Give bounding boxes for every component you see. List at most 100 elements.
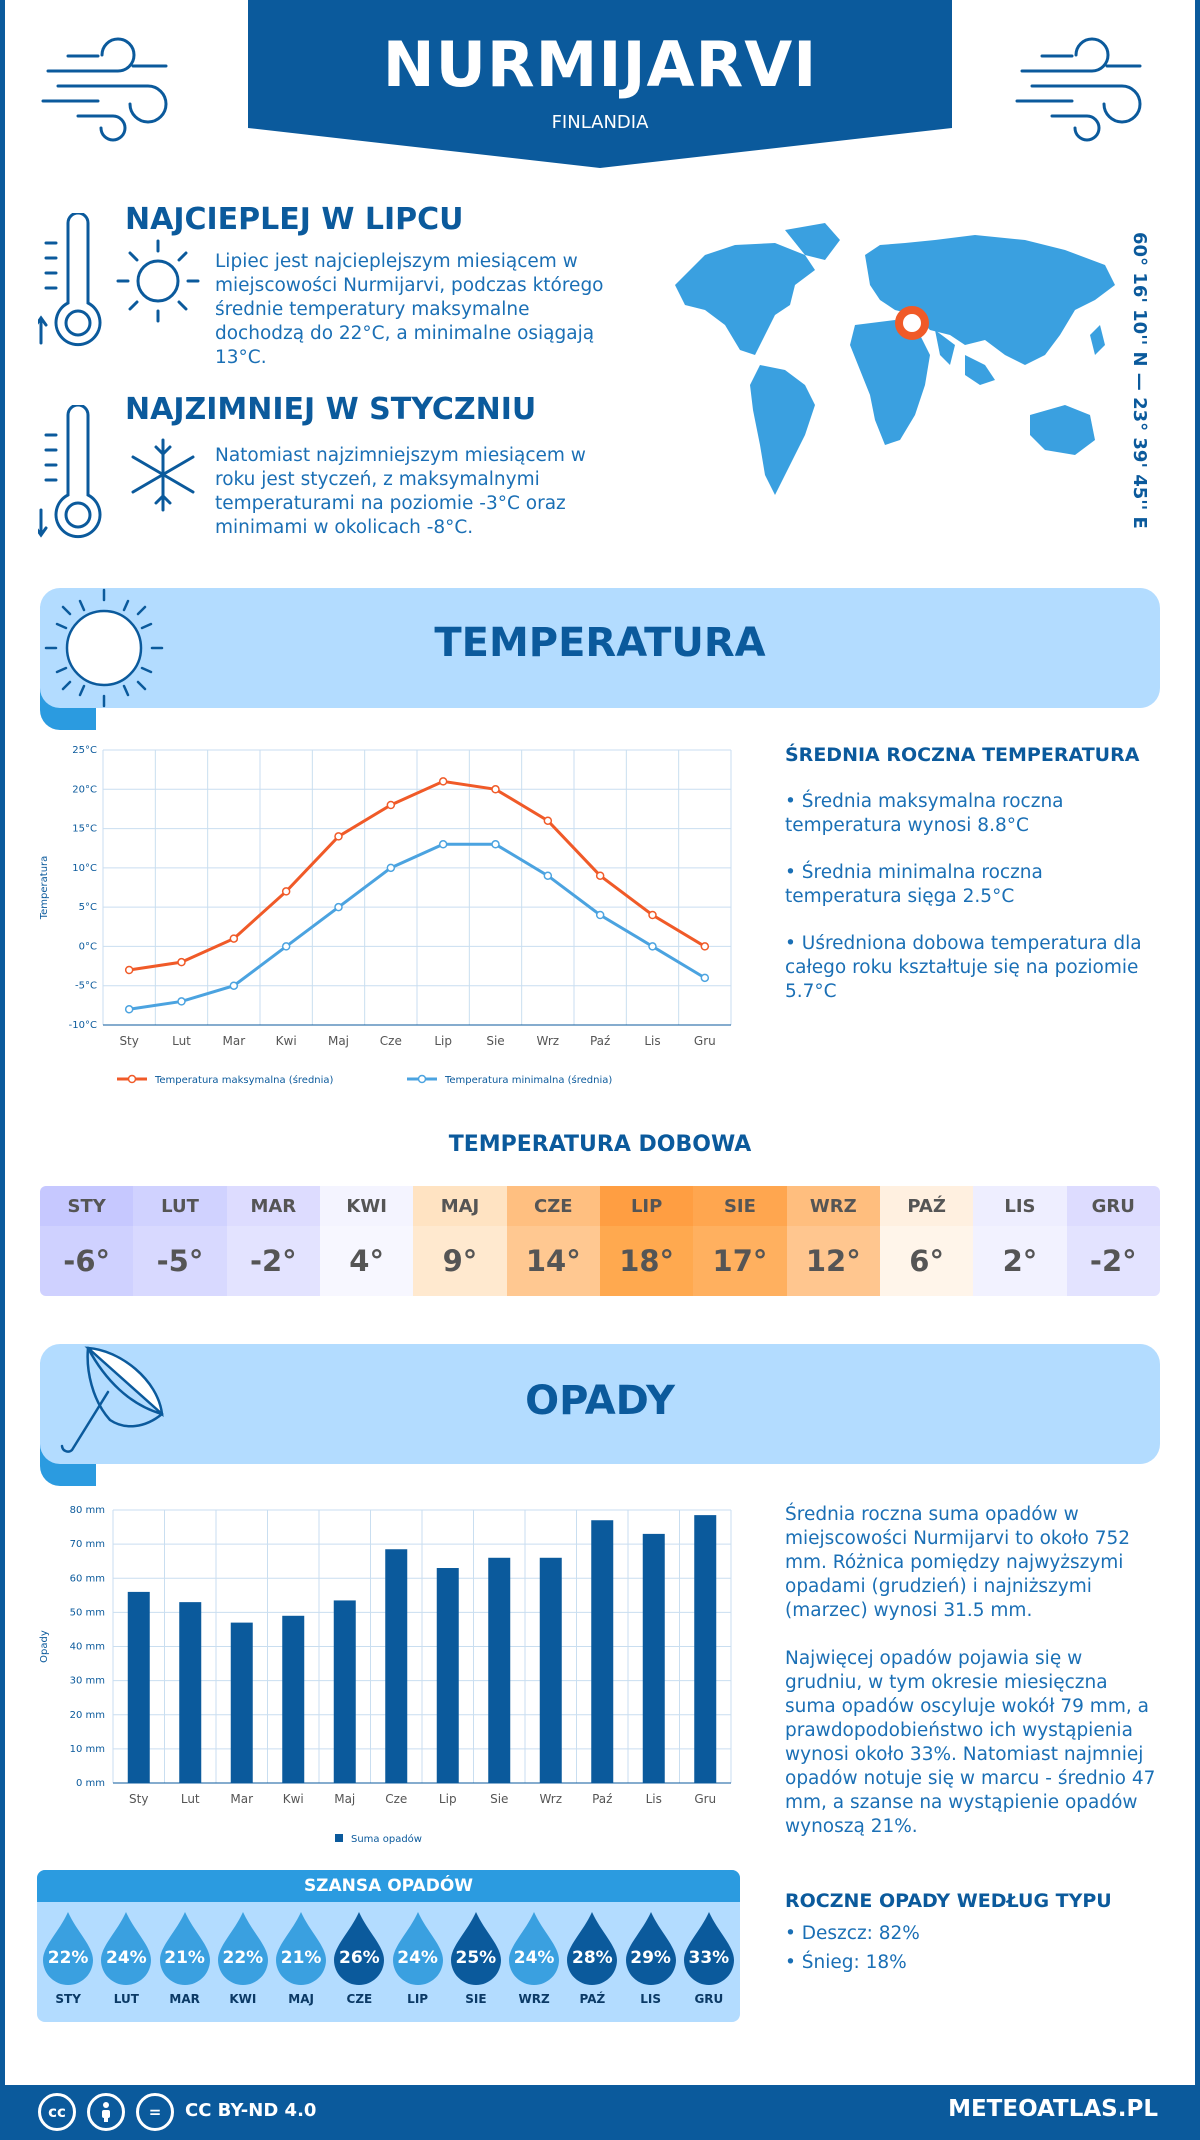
site-link[interactable]: METEOATLAS.PL bbox=[948, 2096, 1158, 2122]
precip-chance-drops: 22% STY 24% LUT 21% MAR 22% KWI 21% MAJ 26% CZE 24% L… bbox=[37, 1902, 740, 2006]
y-tick-label: 30 mm bbox=[70, 1676, 105, 1687]
y-tick-label: 20°C bbox=[72, 784, 97, 795]
license-label[interactable]: CC BY-ND 4.0 bbox=[185, 2100, 317, 2121]
precip-bar bbox=[385, 1549, 408, 1783]
x-tick-label: Paź bbox=[590, 1034, 610, 1048]
daily-month-label: SIE bbox=[693, 1186, 787, 1226]
hottest-title: NAJCIEPLEJ W LIPCU bbox=[125, 202, 464, 237]
precip-title: OPADY bbox=[525, 1378, 675, 1424]
precip-chance-item: 24% LIP bbox=[389, 1910, 447, 2006]
data-point bbox=[700, 973, 710, 983]
temp-point-max: • Średnia maksymalna roczna temperatura … bbox=[785, 791, 1064, 836]
raindrop-icon: 24% bbox=[507, 1910, 561, 1986]
x-tick-label: Sty bbox=[129, 1792, 148, 1806]
data-point bbox=[281, 942, 291, 951]
precip-chance-value: 22% bbox=[222, 1948, 264, 1968]
umbrella-icon bbox=[50, 1340, 170, 1464]
data-point bbox=[229, 981, 239, 990]
precip-type-rain: • Deszcz: 82% bbox=[785, 1923, 920, 1944]
precip-type-title: ROCZNE OPADY WEDŁUG TYPU bbox=[785, 1890, 1112, 1912]
daily-temp-value: -6° bbox=[40, 1226, 134, 1296]
person-icon bbox=[87, 2093, 125, 2131]
daily-temp-value: 14° bbox=[506, 1226, 600, 1296]
y-tick-label: -10°C bbox=[69, 1020, 97, 1031]
daily-temp-cell: KWI 4° bbox=[319, 1186, 414, 1296]
daily-temp-value: 9° bbox=[413, 1226, 507, 1296]
daily-temp-title: TEMPERATURA DOBOWA bbox=[448, 1132, 752, 1157]
coordinates: 60° 16' 10'' N — 23° 39' 45'' E bbox=[1129, 232, 1150, 529]
data-point bbox=[648, 942, 657, 951]
daily-temp-cell: LIP 18° bbox=[599, 1186, 694, 1296]
precip-bar bbox=[539, 1557, 562, 1783]
series-line bbox=[128, 779, 706, 972]
precip-text-2: Najwięcej opadów pojawia się w grudniu, … bbox=[785, 1648, 1156, 1837]
precip-chance-item: 33% GRU bbox=[680, 1910, 738, 2006]
precip-chance-month: KWI bbox=[229, 1992, 257, 2006]
precip-type-snow: • Śnieg: 18% bbox=[785, 1952, 907, 1973]
precip-bar bbox=[179, 1602, 202, 1783]
x-tick-label: Lis bbox=[646, 1792, 662, 1806]
y-tick-label: 0°C bbox=[79, 941, 97, 952]
precip-chance-value: 26% bbox=[339, 1948, 380, 1968]
raindrop-icon: 21% bbox=[158, 1910, 212, 1986]
precip-bar bbox=[591, 1520, 614, 1783]
daily-month-label: LIP bbox=[599, 1186, 694, 1226]
daily-month-label: MAJ bbox=[413, 1186, 507, 1226]
precip-chance-item: 25% SIE bbox=[447, 1910, 505, 2006]
precip-bar bbox=[333, 1600, 356, 1783]
data-point bbox=[281, 887, 291, 896]
precip-chance-value: 21% bbox=[280, 1948, 322, 1968]
raindrop-icon: 28% bbox=[565, 1910, 619, 1986]
precip-chance-month: MAJ bbox=[288, 1992, 314, 2006]
precip-chance-value: 22% bbox=[47, 1948, 89, 1968]
daily-temp-cell: LUT -5° bbox=[133, 1186, 227, 1296]
y-axis-label: Temperatura bbox=[39, 856, 50, 921]
precip-chance-item: 21% MAJ bbox=[272, 1910, 330, 2006]
coldest-title: NAJZIMNIEJ W STYCZNIU bbox=[125, 392, 537, 427]
daily-month-label: LIS bbox=[973, 1186, 1067, 1226]
data-point bbox=[438, 777, 448, 786]
precip-chance-item: 21% MAR bbox=[156, 1910, 214, 2006]
data-point bbox=[543, 871, 553, 880]
daily-temp-cell: MAR -2° bbox=[226, 1186, 320, 1296]
precip-chance-box: SZANSA OPADÓW 22% STY 24% LUT 21% MAR 22% KWI 21… bbox=[37, 1870, 740, 2022]
precip-chance-month: LIS bbox=[640, 1992, 661, 2006]
precip-chance-item: 24% LUT bbox=[97, 1910, 155, 2006]
temperature-side-title: ŚREDNIA ROCZNA TEMPERATURA bbox=[785, 744, 1140, 766]
x-tick-label: Maj bbox=[328, 1034, 349, 1048]
data-point bbox=[595, 910, 605, 920]
data-point bbox=[124, 1005, 134, 1014]
y-tick-label: 80 mm bbox=[70, 1505, 105, 1516]
y-tick-label: 10 mm bbox=[70, 1744, 105, 1755]
precip-bar bbox=[282, 1615, 305, 1783]
raindrop-icon: 25% bbox=[449, 1910, 503, 1986]
x-tick-label: Gru bbox=[694, 1792, 716, 1806]
precip-chance-month: CZE bbox=[346, 1992, 373, 2006]
daily-temp-cell: WRZ 12° bbox=[786, 1186, 880, 1296]
daily-month-label: PAŹ bbox=[879, 1186, 974, 1226]
legend-label: Suma opadów bbox=[351, 1833, 422, 1845]
legend-label: Temperatura maksymalna (średnia) bbox=[154, 1074, 334, 1086]
daily-temp-table: STY -6° LUT -5° MAR -2° KWI 4° MAJ 9° CZE 14° LIP 18°… bbox=[40, 1186, 1160, 1296]
daily-temp-value: 12° bbox=[786, 1226, 880, 1296]
precip-chance-month: PAŹ bbox=[579, 1992, 606, 2006]
daily-temp-value: 18° bbox=[599, 1226, 694, 1296]
y-tick-label: 50 mm bbox=[70, 1607, 105, 1618]
precip-chance-item: 22% KWI bbox=[214, 1910, 272, 2006]
data-point bbox=[177, 957, 186, 967]
daily-month-label: GRU bbox=[1066, 1186, 1160, 1226]
data-point bbox=[334, 832, 343, 841]
daily-month-label: CZE bbox=[506, 1186, 600, 1226]
raindrop-icon: 22% bbox=[41, 1910, 95, 1986]
y-tick-label: -5°C bbox=[75, 981, 97, 992]
precip-chance-month: LUT bbox=[113, 1992, 139, 2006]
cc-icon: cc bbox=[38, 2093, 76, 2131]
precip-chance-month: SIE bbox=[465, 1992, 487, 2006]
thermometer-cold-icon bbox=[34, 403, 208, 549]
precip-bar bbox=[436, 1568, 459, 1783]
temperature-chart: 25°C 20°C 15°C 10°C 5°C 0°C -5°C -10°C Sty Lut Mar… bbox=[35, 738, 755, 1102]
raindrop-icon: 22% bbox=[216, 1910, 270, 1986]
daily-temp-cell: LIS 2° bbox=[973, 1186, 1067, 1296]
raindrop-icon: 26% bbox=[332, 1910, 386, 1986]
raindrop-icon: 21% bbox=[274, 1910, 328, 1986]
